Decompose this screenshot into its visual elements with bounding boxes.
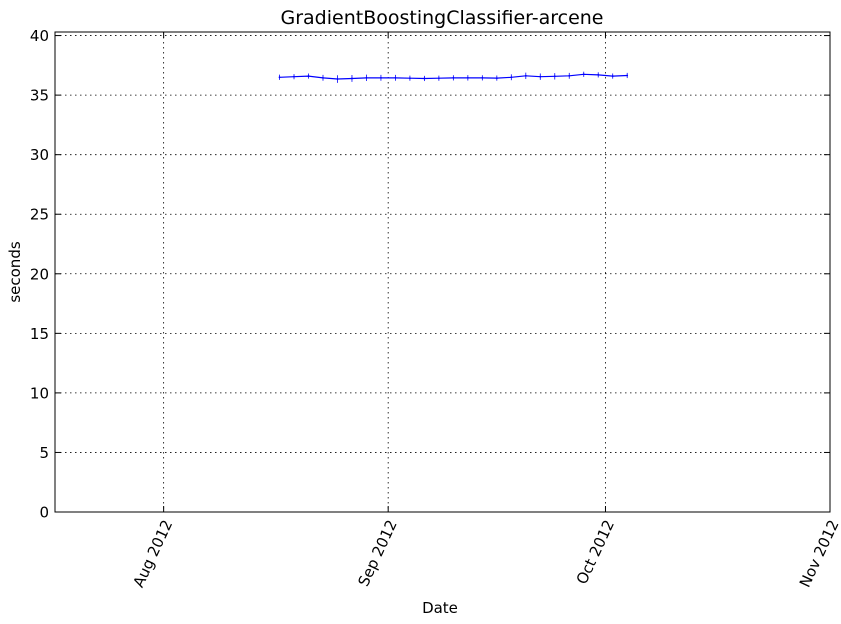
data-point: [409, 77, 411, 80]
plot-area-frame: [54, 31, 831, 513]
ticks: [55, 32, 831, 513]
x-axis-label: Date: [422, 599, 458, 617]
data-point: [452, 76, 455, 79]
data-point: [539, 75, 542, 78]
y-axis-label: seconds: [6, 241, 24, 302]
data-point: [466, 76, 469, 79]
y-tick-label: 20: [30, 265, 49, 283]
data-point: [597, 73, 600, 76]
data-point: [307, 75, 310, 77]
data-point: [611, 75, 614, 77]
data-point: [437, 77, 440, 80]
grid: [55, 32, 831, 512]
data-point: [582, 73, 585, 76]
data-point: [495, 77, 498, 79]
data-point: [278, 76, 281, 79]
y-tick-label: 5: [39, 444, 49, 462]
data-point: [351, 77, 353, 80]
data-point: [394, 76, 397, 79]
y-tick-label: 30: [30, 146, 49, 164]
data-point: [510, 76, 513, 79]
y-tick-label: 0: [39, 504, 49, 522]
data-point: [423, 77, 426, 80]
y-tick-label: 40: [30, 27, 49, 45]
y-tick-label: 10: [30, 384, 49, 402]
data-point: [365, 76, 368, 79]
data-point: [293, 75, 295, 78]
data-point: [336, 78, 339, 80]
data-point: [380, 76, 382, 79]
data-point: [568, 74, 571, 77]
data-point: [553, 75, 556, 78]
data-point: [524, 74, 527, 77]
chart-title: GradientBoostingClassifier-arcene: [281, 7, 604, 29]
y-tick-label: 15: [30, 325, 49, 343]
data-point: [481, 76, 484, 79]
series-layer: [278, 71, 629, 83]
y-tick-label: 35: [30, 87, 49, 105]
data-point: [626, 74, 629, 77]
data-point: [322, 76, 324, 79]
y-tick-labels: 0 5 10 15 20 25 30 35 40: [30, 27, 49, 521]
y-tick-label: 25: [30, 206, 49, 224]
